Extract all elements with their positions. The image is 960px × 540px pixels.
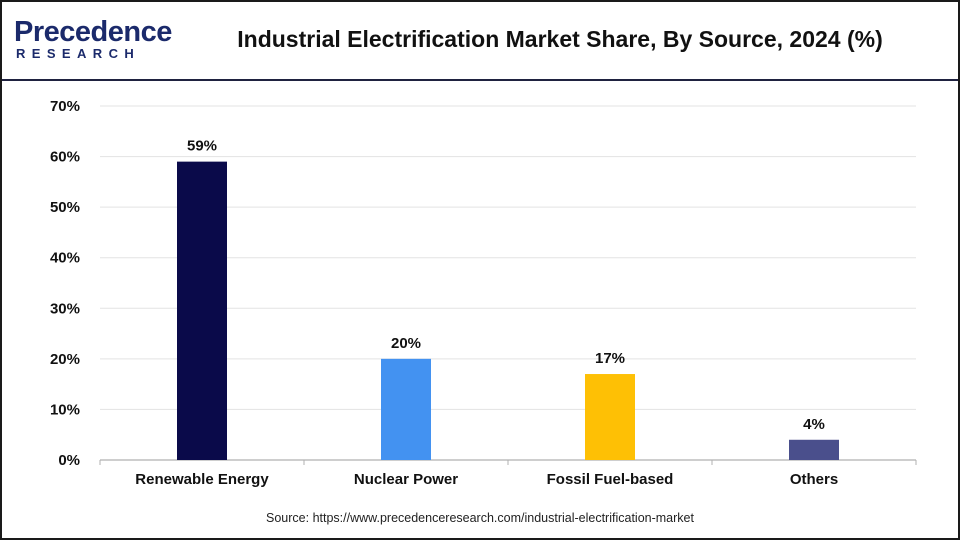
y-tick-label: 40% [50,250,80,267]
data-label: 17% [595,350,625,367]
y-tick-label: 10% [50,401,80,418]
bar [789,439,839,460]
chart-title: Industrial Electrification Market Share,… [237,26,883,52]
logo-primary-text: Precedence [14,16,172,48]
source-note: Source: https://www.precedenceresearch.c… [266,511,694,525]
y-tick-label: 60% [50,149,80,166]
y-tick-label: 30% [50,300,80,317]
x-tick-label: Nuclear Power [354,471,458,488]
data-label: 4% [803,416,825,433]
bar [381,358,431,460]
header-divider [2,79,958,81]
x-tick-label: Others [790,471,838,488]
brand-logo: Precedence RESEARCH [14,16,172,66]
bar [585,374,635,460]
bar-chart: 0% 10% 20% 30% 40% 50% 60% 70% 59% Renewable Ener… [50,98,917,488]
data-label: 59% [187,138,217,155]
x-tick-label: Fossil Fuel-based [547,471,674,488]
logo-secondary-text: RESEARCH [16,46,141,61]
bar [177,161,227,460]
y-tick-label: 0% [58,452,80,469]
y-tick-label: 70% [50,98,80,115]
x-tick-label: Renewable Energy [135,471,269,488]
data-label: 20% [391,335,421,352]
header: Precedence RESEARCH Industrial Electrifi… [0,0,960,80]
y-tick-label: 50% [50,199,80,216]
y-tick-label: 20% [50,351,80,368]
